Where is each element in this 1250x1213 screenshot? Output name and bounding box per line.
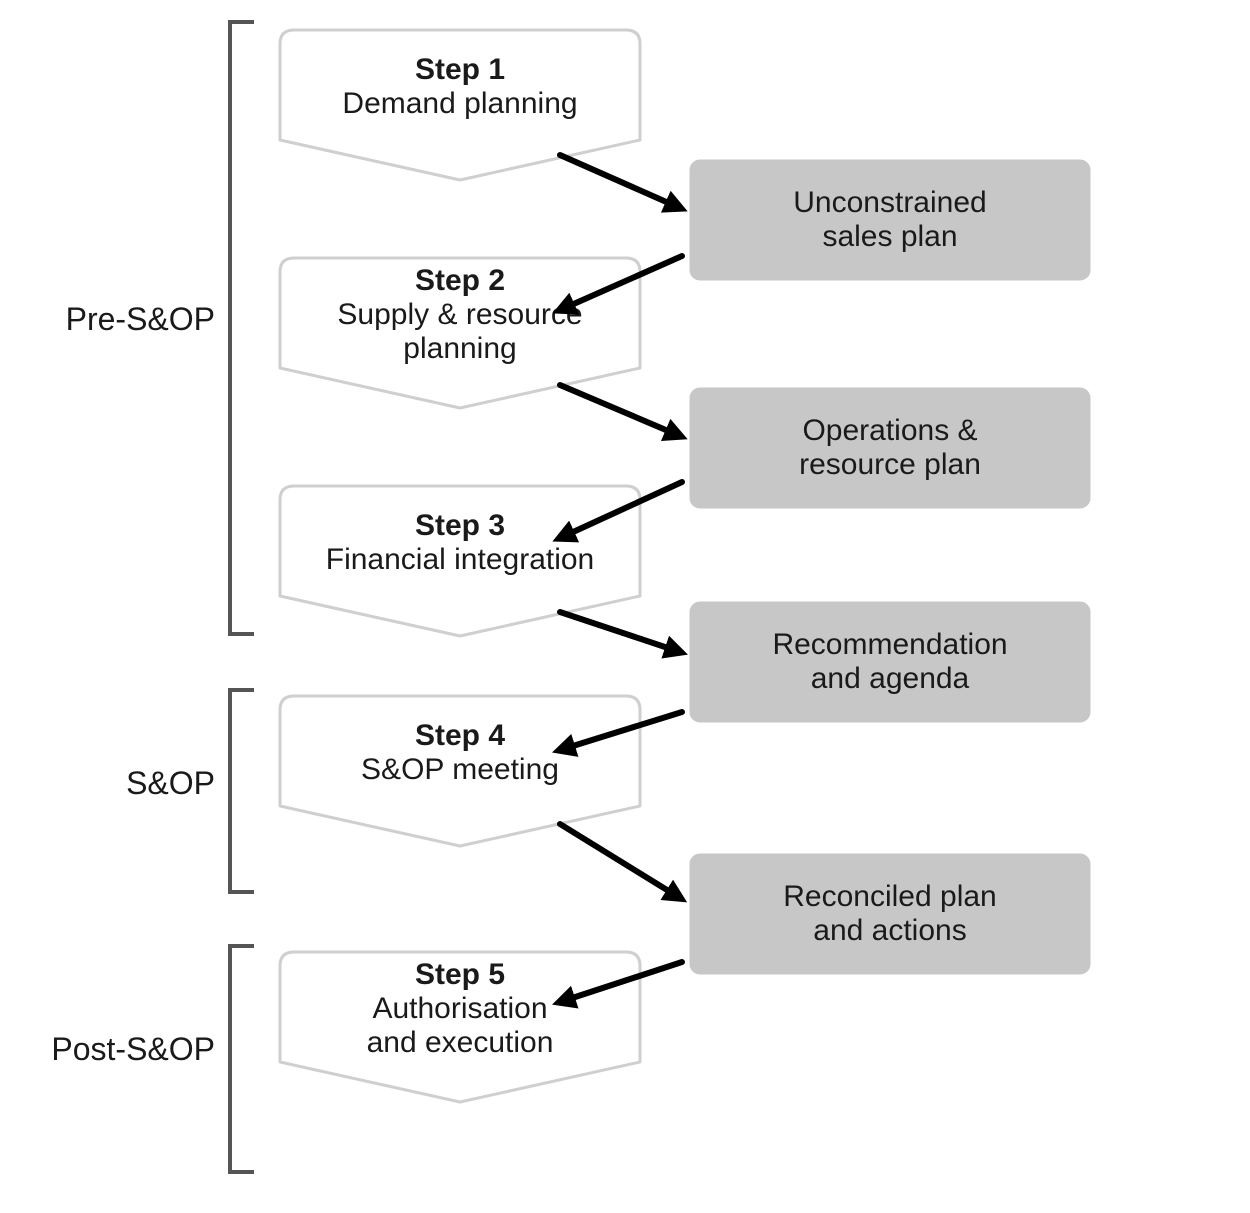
step-title: Step 1 (415, 53, 505, 86)
step-title: Step 5 (415, 958, 505, 991)
output-text: Recommendation (772, 628, 1007, 661)
arrow-5 (560, 612, 680, 652)
phase-label: Pre-S&OP (66, 301, 215, 337)
phase-bracket (230, 22, 254, 634)
step-subtitle: and execution (367, 1026, 554, 1059)
output-3: Recommendationand agenda (690, 602, 1090, 722)
output-text: Operations & (802, 414, 977, 447)
step-subtitle: planning (403, 332, 516, 365)
output-text: and agenda (811, 662, 970, 695)
step-subtitle: S&OP meeting (361, 753, 559, 786)
step-title: Step 2 (415, 264, 505, 297)
output-text: Reconciled plan (783, 880, 996, 913)
output-text: Unconstrained (793, 186, 986, 219)
arrow-1 (560, 155, 680, 208)
step-2: Step 2Supply & resourceplanning (280, 258, 640, 408)
step-subtitle: Supply & resource (337, 298, 582, 331)
step-title: Step 3 (415, 509, 505, 542)
step-subtitle: Authorisation (372, 992, 547, 1025)
step-5: Step 5Authorisationand execution (280, 952, 640, 1102)
phase-label: Post-S&OP (51, 1031, 215, 1067)
arrow-7 (560, 824, 680, 898)
step-subtitle: Demand planning (342, 87, 577, 120)
output-text: sales plan (822, 220, 957, 253)
step-title: Step 4 (415, 719, 505, 752)
step-subtitle: Financial integration (326, 543, 595, 576)
step-3: Step 3Financial integration (280, 486, 640, 636)
phase-bracket (230, 690, 254, 892)
arrow-3 (560, 385, 680, 436)
step-4: Step 4S&OP meeting (280, 696, 640, 846)
output-text: resource plan (799, 448, 981, 481)
output-1: Unconstrainedsales plan (690, 160, 1090, 280)
phase-bracket (230, 946, 254, 1172)
phase-label: S&OP (126, 765, 215, 801)
step-1: Step 1Demand planning (280, 30, 640, 180)
output-2: Operations &resource plan (690, 388, 1090, 508)
output-text: and actions (813, 914, 966, 947)
output-4: Reconciled planand actions (690, 854, 1090, 974)
